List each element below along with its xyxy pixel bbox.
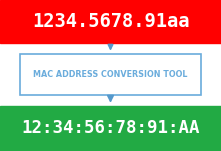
Text: 12:34:56:78:91:AA: 12:34:56:78:91:AA: [21, 119, 200, 137]
Bar: [0, 106, 221, 151]
Bar: [20, 54, 201, 95]
Text: MAC ADDRESS CONVERSION TOOL: MAC ADDRESS CONVERSION TOOL: [33, 70, 188, 79]
Text: 1234.5678.91aa: 1234.5678.91aa: [32, 12, 189, 31]
Bar: [0, 0, 221, 43]
